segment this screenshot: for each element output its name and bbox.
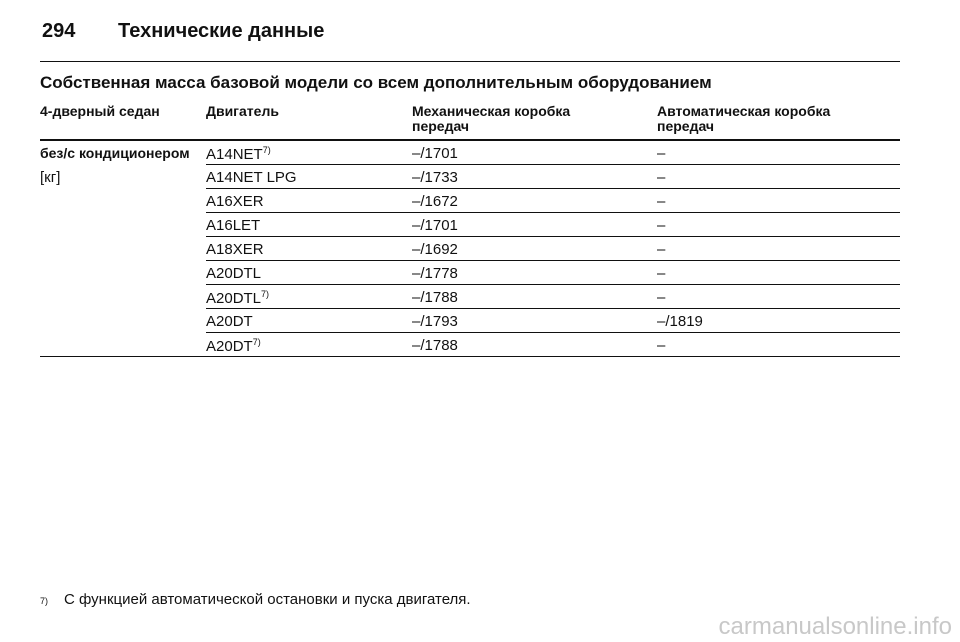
row-rule	[206, 164, 900, 165]
engine-cell: A16LET	[206, 217, 261, 235]
engine-name: A16XER	[206, 193, 264, 210]
auto-cell: –	[657, 337, 666, 354]
watermark: carmanualsonline.info	[718, 613, 952, 640]
row-rule	[206, 212, 900, 213]
footnote-text: С функцией автоматической остановки и пу…	[64, 591, 471, 608]
engine-cell: A20DT7)	[206, 337, 261, 356]
row-rule	[40, 356, 900, 357]
auto-cell: –	[657, 193, 666, 210]
row-rule	[206, 332, 900, 333]
auto-cell: –	[657, 217, 666, 234]
manual-cell: –/1788	[412, 337, 458, 354]
manual-cell: –/1692	[412, 241, 458, 258]
column-header: Автоматическая коробка передач	[657, 103, 831, 135]
manual-cell: –/1701	[412, 145, 458, 162]
engine-name: A20DT	[206, 338, 253, 355]
engine-name: A20DT	[206, 313, 253, 330]
engine-cell: A20DTL	[206, 265, 262, 283]
manual-cell: –/1778	[412, 265, 458, 282]
footnote-ref: 7)	[261, 289, 270, 299]
auto-cell: –/1819	[657, 313, 703, 330]
header-rule	[40, 61, 900, 62]
row-rule	[206, 308, 900, 309]
row-label: без/с кондиционером	[40, 145, 190, 161]
auto-cell: –	[657, 265, 666, 282]
engine-name: A18XER	[206, 241, 264, 258]
page-number: 294	[42, 20, 76, 42]
auto-cell: –	[657, 289, 666, 306]
engine-name: A16LET	[206, 217, 261, 234]
footnote-ref: 7)	[262, 145, 271, 155]
auto-cell: –	[657, 169, 666, 186]
engine-cell: A20DTL7)	[206, 289, 270, 308]
row-rule	[206, 236, 900, 237]
auto-cell: –	[657, 145, 666, 162]
footnote-mark: 7)	[40, 596, 49, 606]
engine-name: A14NET	[206, 146, 263, 163]
row-rule	[206, 188, 900, 189]
engine-cell: A14NET7)	[206, 145, 271, 164]
engine-name: A20DTL	[206, 265, 262, 282]
row-rule	[206, 284, 900, 285]
table-header-rule	[40, 139, 900, 141]
unit-label: [кг]	[40, 169, 61, 186]
engine-name: A14NET LPG	[206, 169, 297, 186]
manual-cell: –/1733	[412, 169, 458, 186]
page-title: Технические данные	[118, 20, 325, 42]
manual-cell: –/1701	[412, 217, 458, 234]
footnote-ref: 7)	[252, 337, 261, 347]
manual-cell: –/1793	[412, 313, 458, 330]
engine-cell: A14NET LPG	[206, 169, 297, 187]
section-title: Собственная масса базовой модели со всем…	[40, 73, 712, 92]
engine-cell: A18XER	[206, 241, 264, 259]
manual-cell: –/1672	[412, 193, 458, 210]
column-header: Двигатель	[206, 103, 279, 119]
row-rule	[206, 260, 900, 261]
manual-cell: –/1788	[412, 289, 458, 306]
engine-name: A20DTL	[206, 290, 262, 307]
engine-cell: A20DT	[206, 313, 253, 331]
engine-cell: A16XER	[206, 193, 264, 211]
auto-cell: –	[657, 241, 666, 258]
column-header: 4-дверный седан	[40, 103, 160, 119]
column-header: Механическая коробка передач	[412, 103, 571, 135]
